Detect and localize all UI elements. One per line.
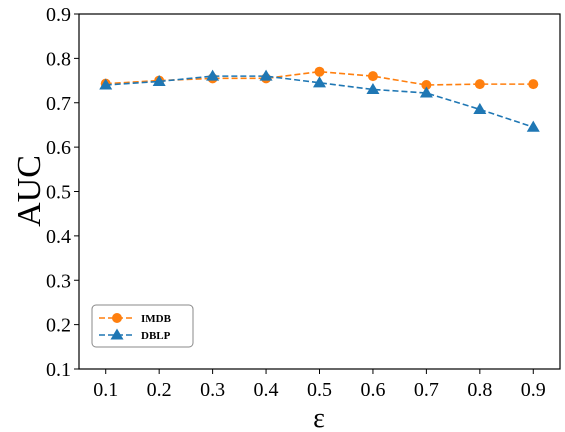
legend-marker-imdb	[112, 313, 122, 323]
data-point-dblp	[366, 82, 380, 94]
data-point-imdb	[314, 66, 325, 77]
legend: IMDB DBLP	[91, 304, 194, 348]
data-point-dblp	[99, 78, 113, 90]
legend-label-dblp: DBLP	[141, 330, 171, 342]
y-tick-label: 0.9	[46, 4, 71, 26]
data-point-dblp	[259, 69, 273, 81]
legend-marker-dblp	[110, 328, 124, 340]
x-tick-label: 0.6	[360, 379, 385, 401]
x-axis: 0.1 0.2 0.3 0.4 0.5 0.6 0.7 0.8 0.9	[93, 369, 546, 401]
data-point-dblp	[152, 74, 166, 86]
y-tick-label: 0.5	[46, 182, 71, 204]
data-point-imdb	[421, 80, 432, 90]
data-point-dblp	[473, 102, 487, 114]
legend-item-imdb: IMDB	[99, 313, 172, 325]
y-tick-label: 0.7	[46, 93, 71, 115]
x-tick-label: 0.1	[93, 379, 118, 401]
y-tick-label: 0.2	[46, 315, 71, 337]
y-tick-label: 0.4	[46, 226, 71, 248]
legend-entries: IMDB DBLP	[99, 313, 172, 342]
x-tick-label: 0.8	[467, 379, 492, 401]
y-axis: 0.1 0.2 0.3 0.4 0.5 0.6 0.7 0.8 0.9	[46, 4, 79, 381]
x-tick-label: 0.4	[254, 379, 279, 401]
y-tick-label: 0.8	[46, 48, 71, 70]
legend-label-imdb: IMDB	[141, 313, 172, 325]
data-point-dblp	[313, 76, 326, 88]
y-tick-label: 0.6	[46, 137, 71, 159]
data-point-imdb	[528, 79, 539, 90]
x-tick-label: 0.3	[200, 379, 225, 401]
series-dblp	[99, 69, 540, 132]
y-axis-label: AUC	[11, 155, 48, 227]
y-tick-label: 0.1	[46, 359, 71, 381]
y-tick-label: 0.3	[46, 270, 71, 292]
x-tick-label: 0.5	[307, 379, 332, 401]
x-tick-label: 0.9	[521, 379, 546, 401]
x-axis-label: ε	[313, 403, 325, 432]
data-point-imdb	[367, 71, 378, 82]
x-tick-label: 0.2	[147, 379, 172, 401]
data-point-dblp	[206, 69, 220, 81]
data-point-imdb	[474, 79, 485, 90]
data-point-dblp	[526, 120, 540, 132]
legend-item-dblp: DBLP	[99, 328, 171, 342]
series-layer	[99, 66, 540, 132]
x-tick-label: 0.7	[414, 379, 439, 401]
data-point-dblp	[419, 86, 433, 98]
